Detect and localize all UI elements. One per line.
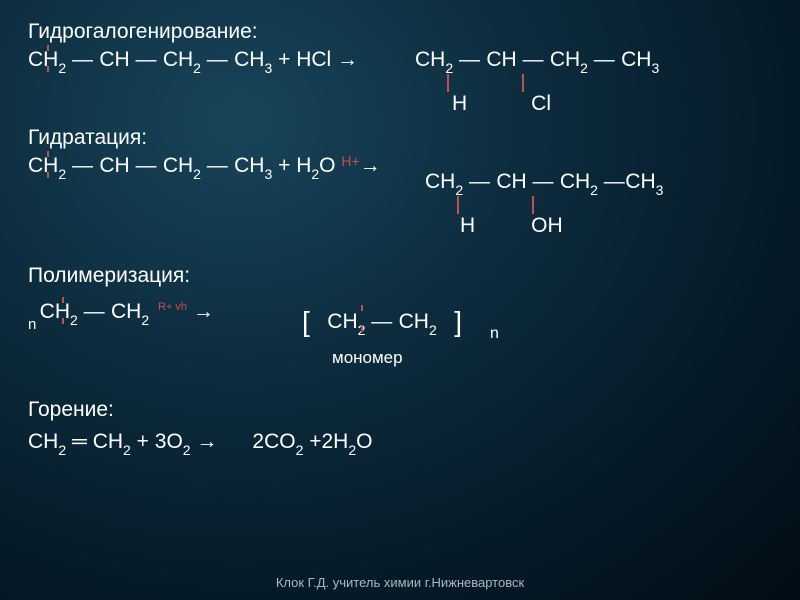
sub-h: H	[460, 214, 475, 237]
hydrohalo-product: CH2 — CH — CH2 — CH3	[415, 48, 659, 74]
sub-cl: Cl	[531, 92, 551, 115]
hydration-block: Гидратация: CH2 — CH — CH2 — CH3 + H2O H…	[28, 126, 381, 180]
sub-h: H	[452, 92, 467, 115]
combustion-block: Горение:	[28, 398, 114, 426]
combustion-equation: CH2 ═ CH2 + 3O2 → 2CO2 +2H2O	[28, 430, 373, 456]
section-title: Полимеризация:	[28, 264, 190, 288]
reactant-formula: CH2 — CH — CH2 — CH3 + H2O H+→	[28, 154, 381, 180]
section-title: Горение:	[28, 398, 114, 422]
hydration-product: CH2 — CH — CH2 —CH3	[425, 170, 663, 196]
slide-content: Гидрогалогенирование: CH2 — CH — CH2 — C…	[0, 0, 800, 600]
hydrohalogenation-block: Гидрогалогенирование: CH2 — CH — CH2 — C…	[28, 20, 358, 74]
sub-oh: OH	[531, 214, 563, 237]
section-title: Гидратация:	[28, 126, 381, 150]
section-title: Гидрогалогенирование:	[28, 20, 358, 44]
poly-subscript-n: n	[490, 325, 499, 343]
bracket-open: [	[302, 306, 310, 337]
reactant-formula: CH2 — CH — CH2 — CH3 + HCl →	[28, 48, 358, 74]
hydrohalo-substituents: H Cl	[452, 92, 551, 116]
hydration-substituents: H OH	[460, 214, 563, 238]
monomer-label: мономер	[332, 348, 403, 368]
poly-reactant: CH2 — CH2 R+ vh →	[28, 300, 214, 326]
footer-credit: Клок Г.Д. учитель химии г.Нижневартовск	[0, 575, 800, 590]
bracket-close: ]	[454, 306, 462, 337]
poly-product: [ CH2 — CH2 ]	[302, 306, 462, 338]
polymerization-block: Полимеризация:	[28, 264, 190, 292]
